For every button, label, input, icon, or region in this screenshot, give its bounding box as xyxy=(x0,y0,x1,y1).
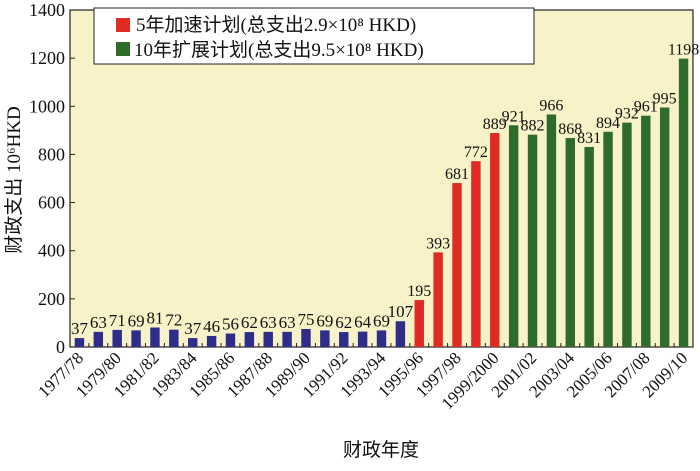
data-label: 46 xyxy=(203,317,220,336)
bar xyxy=(206,335,217,347)
bar xyxy=(301,328,311,347)
data-label: 831 xyxy=(577,130,601,147)
bar xyxy=(508,125,519,347)
legend-swatch-red xyxy=(116,18,130,32)
y-tick-label: 1400 xyxy=(29,0,65,20)
data-label: 932 xyxy=(615,106,639,123)
bar xyxy=(452,183,462,347)
data-label: 1198 xyxy=(668,42,699,59)
data-label: 961 xyxy=(634,99,658,116)
data-label: 772 xyxy=(464,144,488,161)
legend-label-5yr: 5年加速计划(总支出2.9×10⁸ HKD) xyxy=(136,14,416,36)
data-label: 81 xyxy=(146,309,163,328)
bar xyxy=(339,332,349,347)
data-label: 37 xyxy=(71,319,89,338)
y-tick-label: 0 xyxy=(56,337,65,357)
data-label: 63 xyxy=(279,313,296,332)
data-label: 63 xyxy=(260,313,277,332)
data-label: 69 xyxy=(128,311,145,330)
data-label: 889 xyxy=(483,116,507,133)
data-label: 75 xyxy=(297,310,314,329)
bar xyxy=(131,330,141,347)
data-label: 393 xyxy=(426,235,450,252)
bar xyxy=(357,331,368,347)
bar xyxy=(93,331,104,347)
data-label: 681 xyxy=(445,166,469,183)
bar xyxy=(584,146,594,347)
data-label: 37 xyxy=(184,319,202,338)
y-axis-label: 财政支出 10⁶HKD xyxy=(3,106,25,254)
bar xyxy=(659,107,670,347)
data-label: 894 xyxy=(596,115,620,132)
bar xyxy=(603,131,613,347)
bar xyxy=(546,114,557,347)
bar xyxy=(678,58,689,347)
bar xyxy=(74,338,85,347)
bar xyxy=(565,138,576,347)
data-label: 69 xyxy=(316,311,333,330)
data-label: 72 xyxy=(165,311,182,330)
bar xyxy=(622,122,632,347)
data-label: 71 xyxy=(109,311,126,330)
data-label: 56 xyxy=(222,315,239,334)
bar xyxy=(225,333,236,347)
data-label: 107 xyxy=(388,302,414,321)
bar xyxy=(282,331,292,347)
y-tick-label: 200 xyxy=(38,289,65,309)
data-label: 69 xyxy=(373,311,390,330)
data-label: 62 xyxy=(241,313,258,332)
data-label: 63 xyxy=(90,313,107,332)
legend-label-10yr: 10年扩展计划(总支出9.5×10⁸ HKD) xyxy=(134,39,424,61)
bar xyxy=(527,134,538,347)
legend-swatch-green xyxy=(116,42,130,56)
bar xyxy=(641,115,651,347)
data-label: 195 xyxy=(407,283,431,300)
bar xyxy=(169,329,179,347)
bar xyxy=(433,252,443,347)
legend: 5年加速计划(总支出2.9×10⁸ HKD) 10年扩展计划(总支出9.5×10… xyxy=(93,7,535,65)
bar xyxy=(376,330,387,347)
data-label: 966 xyxy=(539,97,563,114)
bar xyxy=(112,329,122,347)
y-tick-label: 1000 xyxy=(29,96,65,116)
bar xyxy=(320,330,330,347)
y-tick-label: 800 xyxy=(38,144,65,164)
legend-box xyxy=(93,7,535,65)
data-label: 882 xyxy=(521,118,545,135)
x-axis-label: 财政年度 xyxy=(343,439,419,461)
y-tick-label: 600 xyxy=(38,193,65,213)
data-label: 868 xyxy=(558,121,582,138)
y-tick-label: 400 xyxy=(38,241,65,261)
bar xyxy=(187,338,198,347)
data-label: 921 xyxy=(502,108,526,125)
bar xyxy=(490,133,500,347)
bar xyxy=(414,300,424,347)
data-label: 995 xyxy=(653,90,677,107)
bar xyxy=(471,161,481,347)
bar xyxy=(244,332,255,347)
bar xyxy=(395,321,406,347)
data-label: 64 xyxy=(354,313,372,332)
y-tick-label: 1200 xyxy=(29,48,65,68)
bar xyxy=(150,327,160,347)
data-label: 62 xyxy=(335,313,352,332)
bar xyxy=(263,331,273,347)
